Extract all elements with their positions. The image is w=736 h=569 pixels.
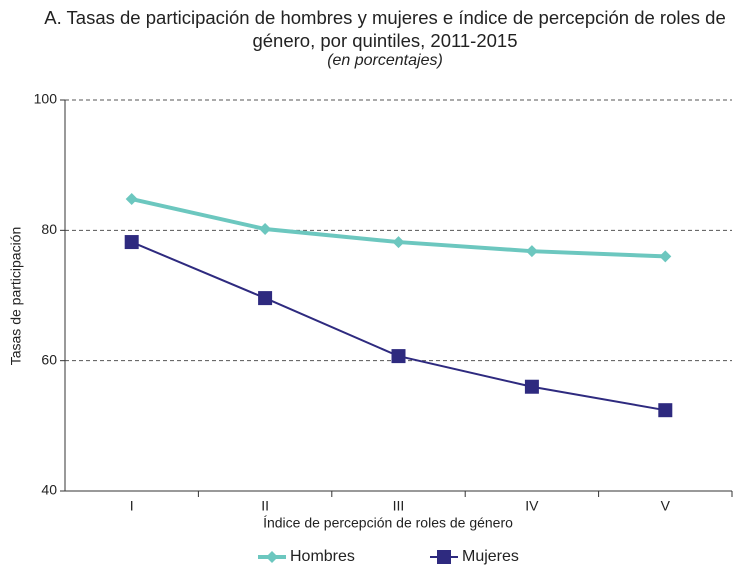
marker (525, 245, 538, 258)
legend-label: Mujeres (462, 548, 519, 565)
marker (524, 379, 539, 394)
chart-subtitle: (en porcentajes) (327, 52, 443, 69)
y-tick-label: 100 (34, 91, 58, 107)
x-tick-label: II (261, 498, 269, 514)
marker (124, 235, 139, 250)
series-line (131, 241, 666, 412)
y-tick-label: 60 (41, 351, 57, 367)
chart-title: A. Tasas de participación de hombres y m… (44, 7, 726, 51)
y-axis-label: Tasas de participación (8, 227, 24, 366)
x-tick-label: I (130, 498, 134, 514)
x-tick-label: V (661, 498, 671, 514)
legend-label: Hombres (290, 548, 355, 565)
marker (391, 349, 406, 364)
x-axis-label: Índice de percepción de roles de género (263, 515, 513, 531)
marker (437, 550, 451, 564)
marker (258, 291, 273, 306)
marker (659, 250, 672, 263)
marker (125, 193, 138, 206)
x-tick-label: III (393, 498, 405, 514)
x-tick-label: IV (525, 498, 539, 514)
marker (266, 551, 278, 563)
marker (658, 403, 673, 418)
marker (392, 236, 405, 249)
marker (259, 223, 272, 236)
y-tick-label: 40 (41, 482, 57, 498)
y-tick-label: 80 (41, 221, 57, 237)
